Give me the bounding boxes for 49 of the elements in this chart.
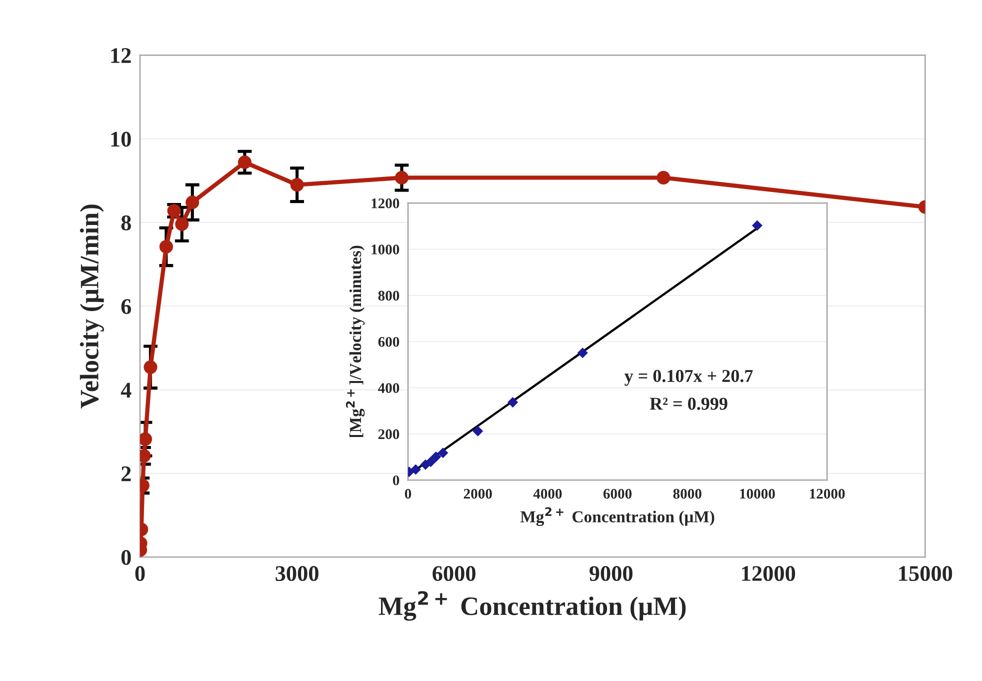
point — [438, 448, 448, 458]
point — [175, 217, 189, 231]
x-axis-title: Mg$^{2+}$ Concentration (μM) — [378, 591, 686, 621]
y-tick-label: 800 — [378, 290, 400, 301]
x-tick-label: 12000 — [742, 566, 796, 582]
x-tick-label: 12000 — [810, 488, 845, 499]
x-tick-label: 10000 — [740, 488, 775, 499]
point — [425, 456, 436, 468]
point — [577, 348, 588, 358]
x-tick-label: 9000 — [589, 566, 632, 582]
point — [159, 240, 173, 254]
y-tick-label: 4 — [120, 382, 132, 398]
y-tick-label: 8 — [121, 215, 131, 230]
y-tick-label: 400 — [378, 383, 400, 393]
annotation: R² = 0.999 — [650, 398, 728, 410]
x-tick-label: 15000 — [899, 566, 952, 582]
x-tick-label: 6000 — [603, 488, 632, 499]
point — [472, 426, 484, 436]
point — [186, 196, 200, 210]
point — [508, 397, 518, 408]
x-tick-label: 2000 — [464, 488, 492, 499]
point — [290, 178, 304, 192]
y-tick-label: 200 — [378, 429, 400, 440]
point — [238, 155, 252, 169]
x-tick-label: 6000 — [432, 566, 476, 582]
y-tick-label: 6 — [121, 299, 132, 314]
x-axis-title: Mg$^{2+}$ Concentration (μM) — [520, 507, 714, 526]
x-tick-label: 0 — [135, 566, 145, 582]
y-tick-label: 0 — [121, 550, 131, 565]
y-tick-label: 600 — [378, 336, 400, 347]
x-tick-label: 4000 — [533, 488, 562, 499]
point — [752, 220, 762, 231]
x-tick-label: 0 — [404, 488, 412, 499]
y-axis-title: Velocity (μM/min) — [80, 204, 104, 408]
y-tick-label: 10 — [111, 132, 131, 147]
point — [430, 452, 442, 462]
y-tick-label: 0 — [392, 475, 400, 486]
point — [140, 432, 152, 446]
y-axis-title: [Mg$^{2+}$]/Velocity (minutes) — [346, 246, 365, 438]
point — [410, 464, 421, 475]
point — [144, 360, 158, 374]
y-tick-label: 12 — [111, 48, 131, 63]
point — [394, 170, 409, 184]
annotation: y = 0.107x + 20.7 — [624, 370, 753, 386]
x-tick-label: 3000 — [276, 566, 318, 582]
y-tick-label: 1200 — [372, 198, 400, 208]
y-tick-label: 2 — [122, 466, 131, 482]
y-tick-label: 1000 — [372, 244, 400, 254]
x-tick-label: 8000 — [673, 488, 702, 499]
